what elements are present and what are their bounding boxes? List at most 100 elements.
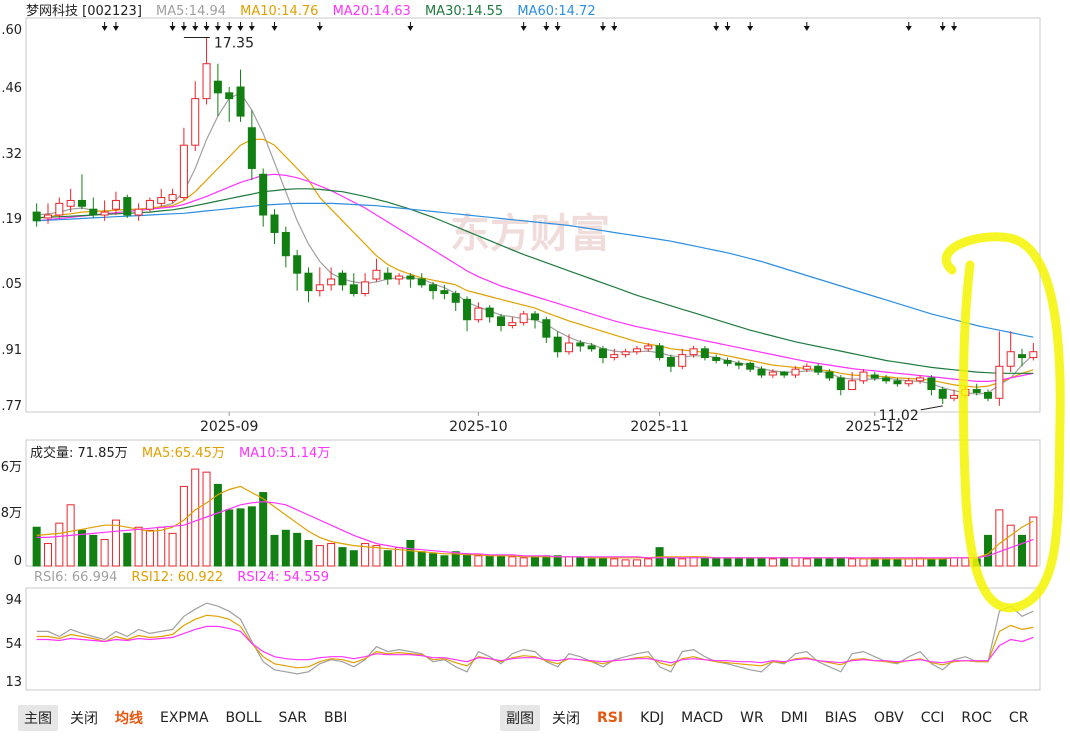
cci-button[interactable]: CCI	[920, 710, 945, 726]
candle	[202, 37, 211, 105]
candle-body	[451, 293, 460, 303]
candle	[734, 360, 743, 370]
volume-bar	[497, 555, 506, 567]
rsi-legend: RSI6: 66.994 RSI12: 60.922 RSI24: 54.559	[34, 570, 339, 585]
volume-bar	[474, 555, 483, 567]
candle-body	[100, 211, 109, 216]
candle-body	[519, 313, 528, 324]
roc-button[interactable]: ROC	[961, 710, 992, 726]
cr-button[interactable]: CR	[1008, 710, 1029, 726]
signal-marker	[169, 22, 176, 31]
volume-bar	[734, 557, 743, 567]
candle-body	[1006, 351, 1015, 367]
kdj-button[interactable]: KDJ	[640, 710, 665, 726]
candle	[893, 377, 902, 387]
bias-button[interactable]: BIAS	[824, 710, 857, 726]
price-annotation: 11.02	[879, 408, 919, 424]
candle-body	[791, 368, 800, 376]
candle-body	[372, 269, 381, 280]
candle-body	[814, 365, 823, 373]
candle	[1029, 343, 1038, 361]
volume-bar	[293, 532, 302, 567]
volume-bar	[383, 550, 392, 567]
volume-bar	[950, 557, 959, 567]
candle-body	[145, 199, 154, 210]
rsi6-line	[36, 602, 1034, 675]
candle-body	[281, 231, 290, 257]
candle	[950, 389, 959, 402]
candle	[644, 343, 653, 352]
candle-body	[236, 86, 245, 117]
candle	[927, 375, 936, 396]
volume-bar	[349, 550, 358, 567]
candle	[315, 267, 324, 297]
rsi-button[interactable]: RSI	[597, 710, 624, 726]
candle-body	[542, 319, 551, 338]
volume-bar	[700, 557, 709, 567]
candle	[429, 281, 438, 300]
candle	[508, 316, 517, 329]
candle	[632, 345, 641, 355]
candle	[225, 87, 234, 122]
candle-body	[32, 211, 41, 222]
candle-body	[349, 284, 358, 295]
candle	[859, 369, 868, 384]
volume-ma10-legend: MA10:51.14万	[239, 446, 331, 461]
candle-body	[1018, 354, 1027, 359]
wr-button[interactable]: WR	[740, 710, 764, 726]
signal-marker	[611, 22, 618, 31]
signal-marker	[237, 22, 244, 31]
volume-bar	[825, 558, 834, 567]
candle-body	[440, 290, 449, 295]
candle-body	[666, 357, 675, 367]
volume-bar	[848, 558, 857, 567]
signal-marker	[803, 22, 810, 31]
sub-indicator-toolbar: 副图 关闭 RSI KDJ MACD WR DMI BIAS OBV CCI R…	[500, 704, 1045, 732]
volume-legend: 成交量: 71.85万 MA5:65.45万 MA10:51.14万	[30, 442, 340, 461]
volume-bar	[587, 558, 596, 567]
candle	[259, 168, 268, 227]
candle-body	[530, 313, 540, 321]
candle	[43, 203, 52, 224]
main-chart-tab[interactable]: 主图	[18, 705, 58, 731]
dmi-button[interactable]: DMI	[780, 710, 808, 726]
candle-body	[304, 272, 313, 292]
sar-button[interactable]: SAR	[278, 710, 307, 726]
candle	[304, 267, 313, 303]
sub-close-button[interactable]: 关闭	[552, 711, 580, 727]
candle-body	[225, 92, 234, 100]
candle-body	[508, 322, 517, 327]
ma-button[interactable]: 均线	[115, 711, 143, 727]
candle	[825, 369, 834, 381]
macd-button[interactable]: MACD	[681, 710, 724, 726]
candle	[55, 197, 64, 218]
main-close-button[interactable]: 关闭	[70, 711, 98, 727]
volume-tick-label: 6万	[1, 460, 22, 475]
volume-bar	[859, 558, 868, 567]
candle	[678, 348, 687, 370]
candle	[134, 203, 143, 221]
candle-body	[89, 208, 98, 216]
candle	[712, 354, 721, 364]
boll-button[interactable]: BOLL	[225, 710, 262, 726]
candle-body	[734, 362, 743, 366]
volume-bar	[406, 540, 415, 567]
obv-button[interactable]: OBV	[873, 710, 904, 726]
expma-button[interactable]: EXPMA	[160, 710, 209, 726]
volume-bar	[259, 492, 268, 567]
candle	[111, 191, 120, 215]
ma-line-ma60	[36, 202, 1034, 338]
bbi-button[interactable]: BBI	[323, 710, 348, 726]
candle-body	[168, 194, 177, 201]
volume-bar	[111, 519, 120, 567]
signal-marker	[939, 22, 946, 31]
candle-body	[598, 348, 607, 359]
sub-chart-tab[interactable]: 副图	[500, 705, 540, 731]
main-indicator-toolbar: 主图 关闭 均线 EXPMA BOLL SAR BBI	[18, 704, 364, 732]
candle-body	[259, 173, 268, 216]
candle	[361, 273, 370, 297]
candle	[938, 386, 947, 405]
volume-bar	[723, 558, 732, 567]
volume-bar	[610, 558, 619, 567]
candle	[723, 357, 732, 367]
